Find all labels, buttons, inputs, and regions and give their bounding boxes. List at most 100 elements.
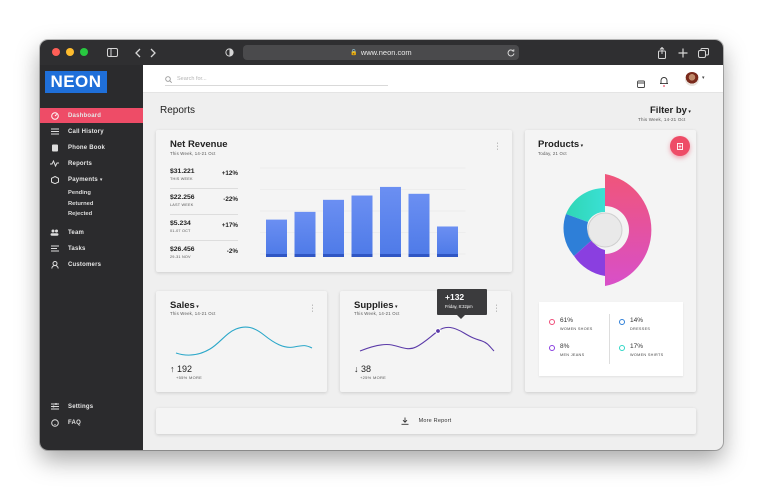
legend-item-dresses: 14% DRESSES [619,317,679,333]
card-subtitle: This Week, 14-21 Oct [170,151,216,156]
revenue-value: $22.256 [170,194,195,201]
sidebar-subitem-returned[interactable]: Returned [68,201,94,207]
legend-marker [619,345,625,351]
legend-item-men-jeans: 8% MEN JEANS [549,343,609,359]
sidebar-item-tasks[interactable]: Tasks [40,241,143,256]
browser-window: 🔒 www.neon.com NEON Dashboard Call Histo… [40,40,723,450]
calendar-icon[interactable] [637,75,645,88]
legend-label: WOMEN SHIRTS [630,353,664,357]
legend-marker [619,319,625,325]
revenue-value: $31.221 [170,168,195,175]
donut-slice-men-jeans [574,240,605,276]
address-bar[interactable]: 🔒 www.neon.com [243,45,519,60]
revenue-bar-base [408,254,430,257]
sidebar-item-reports[interactable]: Reports [40,156,143,171]
products-donut-chart [563,174,652,286]
supplies-tooltip: +132 Friday, 8:32pm [437,289,487,319]
team-icon [50,228,59,237]
products-card: Products ▾ Today, 21 Oct 61% WOMEN SHOES [525,130,696,392]
customer-icon [50,260,59,269]
sidebar-item-label: FAQ [68,419,81,426]
revenue-period: LAST WEEK [170,203,194,207]
net-revenue-card: Net Revenue This Week, 14-21 Oct · · · $31… [156,130,512,272]
avatar-chevron-down-icon[interactable]: ▾ [702,75,705,81]
app-topbar: Search for... ▾ [143,65,723,93]
forward-icon[interactable] [149,46,157,59]
tabs-overview-icon[interactable] [698,46,709,59]
sidebar-item-payments[interactable]: Payments ▾ [40,172,143,187]
sidebar-item-customers[interactable]: Customers [40,257,143,272]
revenue-bar[interactable] [437,226,458,254]
back-icon[interactable] [134,46,142,59]
search-input[interactable]: Search for... [165,73,388,86]
revenue-bar[interactable] [266,219,287,254]
list-icon [50,127,59,136]
pulse-icon [50,159,59,168]
page-title: Reports [160,105,196,116]
revenue-bar[interactable] [351,195,373,254]
revenue-row: $22.256 LAST WEEK -22% [170,191,238,213]
revenue-bar-base [266,254,287,257]
sidebar-subitem-rejected[interactable]: Rejected [68,211,93,217]
more-options-icon[interactable]: · · · [311,302,314,315]
sidebar-item-settings[interactable]: Settings [40,399,143,414]
card-title: Net Revenue [170,139,228,150]
sidebar-item-call-history[interactable]: Call History [40,124,143,139]
close-window-button[interactable] [52,48,60,56]
new-tab-icon[interactable] [678,46,688,59]
url-text: www.neon.com [360,48,412,57]
sidebar-toggle-icon[interactable] [107,46,118,59]
filter-date-range: This Week, 14-21 Oct [638,117,686,122]
privacy-shield-icon[interactable] [225,46,234,59]
share-icon[interactable] [657,46,667,59]
sales-total: ↑ 192 [170,364,193,374]
bookmark-icon [677,142,683,150]
revenue-bar-chart [260,167,466,257]
revenue-bar[interactable] [294,211,316,254]
card-subtitle: Today, 21 Oct [538,151,567,156]
legend-item-women-shoes: 61% WOMEN SHOES [549,317,609,333]
download-icon [401,417,409,425]
tasks-icon [50,244,59,253]
revenue-bar[interactable] [323,199,344,254]
legend-marker [549,319,555,325]
minimize-window-button[interactable] [66,48,74,56]
phone-book-icon [50,143,59,152]
revenue-change: -22% [223,196,238,203]
legend-item-women-shirts: 17% WOMEN SHIRTS [619,343,679,359]
sidebar-item-dashboard[interactable]: Dashboard [40,108,143,123]
more-options-icon[interactable]: · · · [495,302,498,315]
revenue-bar-base [380,254,401,257]
card-title[interactable]: Supplies ▾ [354,300,398,311]
neon-logo[interactable]: NEON [45,71,107,93]
sidebar-item-faq[interactable]: FAQ [40,415,143,430]
card-title[interactable]: Sales ▾ [170,300,199,311]
revenue-bar[interactable] [408,193,430,254]
more-options-icon[interactable]: · · · [496,140,499,153]
sidebar-item-label: Dashboard [68,112,102,119]
legend-percent: 61% [560,317,574,324]
sidebar-item-label: Call History [68,128,104,135]
sidebar-subitem-pending[interactable]: Pending [68,190,91,196]
more-report-button[interactable]: More Report [156,408,696,434]
sidebar-item-label: Reports [68,160,93,167]
filter-dropdown[interactable]: Filter by ▾ [650,105,691,116]
reload-icon[interactable] [507,46,515,59]
sidebar-item-label: Team [68,229,85,236]
tooltip-value: +132 [445,292,465,302]
divider [170,240,238,241]
notification-bell-icon[interactable] [659,74,669,87]
legend-label: MEN JEANS [560,353,585,357]
user-avatar[interactable] [685,72,699,86]
sidebar-item-phone-book[interactable]: Phone Book [40,140,143,155]
settings-icon [50,402,59,411]
legend-percent: 17% [630,343,644,350]
add-product-button[interactable] [670,136,690,156]
card-subtitle: This Week, 14-21 Oct [354,311,400,316]
card-title[interactable]: Products ▾ [538,139,584,150]
revenue-bar[interactable] [380,186,401,254]
legend-label: DRESSES [630,327,651,331]
sidebar-item-team[interactable]: Team [40,225,143,240]
maximize-window-button[interactable] [80,48,88,56]
arrow-down-icon: ↓ [354,364,359,374]
